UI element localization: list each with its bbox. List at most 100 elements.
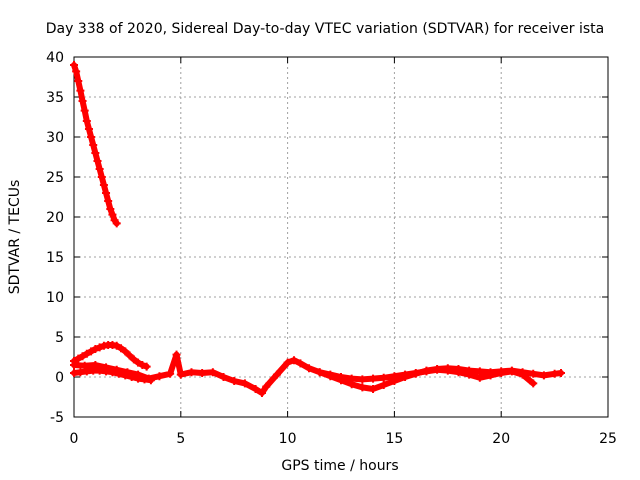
- data-point: [337, 373, 345, 381]
- data-point: [91, 361, 100, 369]
- series-steep-decline: [70, 61, 121, 228]
- y-tick-label: 20: [46, 210, 64, 226]
- data-point: [219, 373, 228, 381]
- data-point: [112, 219, 121, 228]
- y-tick-labels: -5 0 5 10 15 20 25 30 35 40: [46, 50, 64, 426]
- data-point: [108, 210, 117, 219]
- data-point: [379, 373, 388, 382]
- chart-title: Day 338 of 2020, Sidereal Day-to-day VTE…: [46, 21, 604, 37]
- data-point: [125, 351, 134, 360]
- data-point: [257, 389, 266, 397]
- y-tick-label: 15: [46, 250, 64, 266]
- data-point: [134, 370, 143, 379]
- data-point: [379, 381, 388, 389]
- data-point: [369, 374, 378, 383]
- data-point: [70, 61, 78, 69]
- y-axis-label: SDTVAR / TECUs: [7, 180, 23, 295]
- data-point: [411, 369, 420, 377]
- data-point: [347, 374, 356, 383]
- x-tick-label: 15: [385, 431, 403, 447]
- data-point: [262, 382, 271, 391]
- y-tick-label: 30: [46, 130, 64, 146]
- data-point: [304, 364, 313, 373]
- data-point: [121, 347, 130, 356]
- data-point: [95, 343, 104, 352]
- y-tick-label: 10: [46, 290, 64, 306]
- data-point: [433, 365, 442, 374]
- data-point: [82, 117, 91, 125]
- data-point: [251, 385, 260, 393]
- data-point: [230, 377, 239, 385]
- data-point: [401, 370, 410, 379]
- x-axis-label: GPS time / hours: [281, 458, 398, 474]
- data-point: [76, 86, 85, 95]
- data-point: [240, 379, 249, 388]
- data-point: [129, 355, 138, 364]
- data-point: [102, 189, 111, 197]
- data-point: [72, 67, 81, 76]
- data-point: [283, 358, 292, 367]
- data-point: [82, 349, 91, 358]
- data-point: [87, 347, 96, 356]
- data-point: [422, 367, 431, 376]
- x-tick-label: 25: [599, 431, 617, 447]
- data-point: [106, 205, 115, 213]
- grid: [74, 57, 608, 417]
- data-point: [529, 369, 538, 378]
- data-point: [358, 375, 367, 384]
- data-point: [91, 149, 100, 157]
- data-point: [358, 383, 367, 392]
- data-point: [74, 354, 83, 363]
- y-tick-label: 0: [55, 370, 64, 386]
- data-point: [172, 350, 181, 359]
- data-point: [80, 361, 89, 370]
- data-point: [518, 370, 527, 379]
- data-point: [290, 356, 299, 365]
- data-point: [112, 341, 121, 350]
- data-point: [99, 181, 108, 189]
- data-point: [123, 368, 132, 377]
- data-point: [326, 370, 335, 379]
- data-point: [89, 141, 98, 149]
- data-point: [198, 369, 207, 377]
- data-point: [166, 369, 175, 378]
- data-point: [155, 372, 164, 381]
- data-point: [176, 370, 185, 379]
- data-point: [104, 197, 113, 205]
- plot-frame: [73, 56, 609, 418]
- data-point: [74, 77, 83, 85]
- axis-ticks: [73, 56, 609, 418]
- data-point: [87, 133, 96, 141]
- data-point: [529, 379, 538, 388]
- data-point: [112, 365, 121, 374]
- data-point: [70, 361, 78, 369]
- data-point: [557, 369, 566, 377]
- data-point: [187, 368, 196, 377]
- data-point: [84, 125, 93, 133]
- data-point: [80, 106, 89, 115]
- data-point: [507, 367, 516, 376]
- x-tick-label: 0: [70, 431, 79, 447]
- y-tick-label: 5: [55, 330, 64, 346]
- data-point: [91, 345, 100, 353]
- x-tick-label: 10: [279, 431, 297, 447]
- y-tick-label: 40: [46, 50, 64, 66]
- x-tick-labels: 0 5 10 15 20 25: [70, 431, 617, 447]
- x-tick-label: 5: [176, 431, 185, 447]
- data-point: [369, 385, 378, 393]
- data-point: [78, 352, 87, 361]
- data-point: [97, 173, 106, 181]
- y-tick-label: -5: [50, 410, 64, 426]
- data-point: [102, 363, 111, 372]
- data-point: [296, 359, 305, 368]
- y-tick-label: 25: [46, 170, 64, 186]
- data-point: [138, 361, 147, 369]
- data-point: [454, 368, 463, 377]
- data-point: [497, 369, 506, 377]
- series-upper-band: [70, 341, 151, 371]
- data-point: [390, 372, 399, 381]
- data-point: [134, 358, 143, 367]
- data-point: [475, 373, 484, 382]
- data-point: [144, 374, 153, 383]
